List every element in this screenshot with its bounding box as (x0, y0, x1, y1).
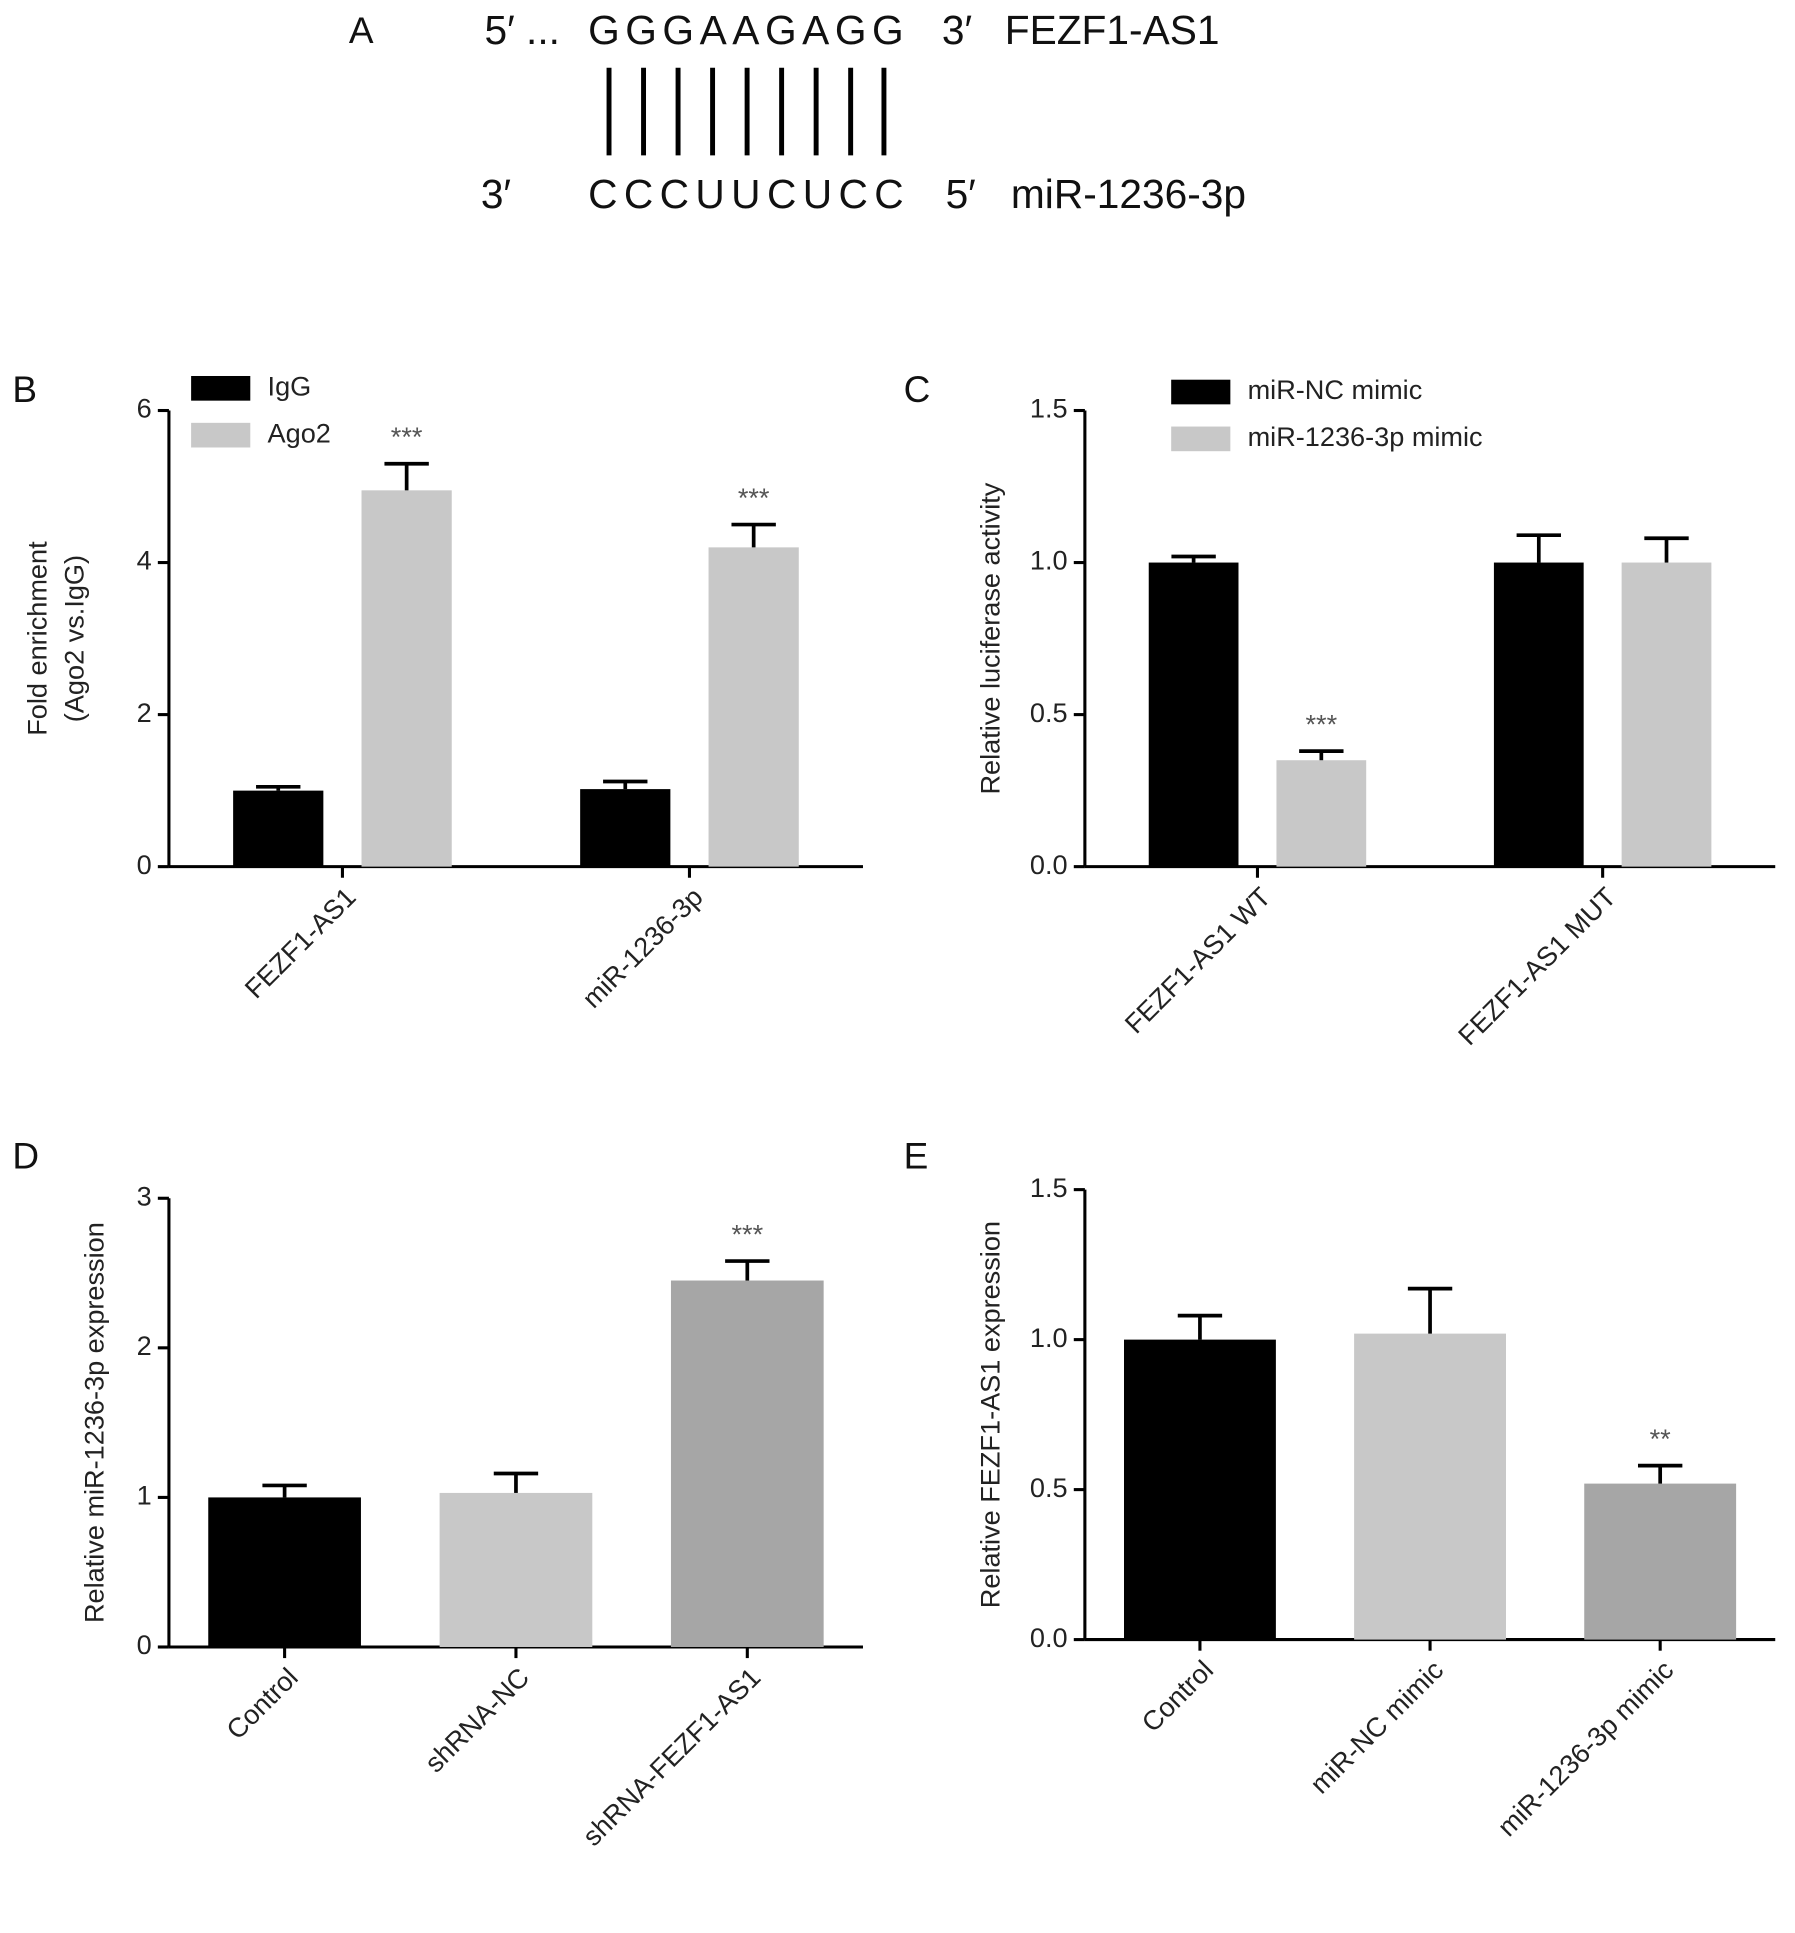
bar (1124, 1339, 1276, 1640)
panel-letter: E (904, 1136, 929, 1177)
legend-swatch (191, 375, 251, 401)
y-tick-label: 3 (137, 1180, 152, 1211)
annotation: *** (738, 482, 770, 513)
y-tick-label: 0 (137, 849, 152, 880)
y-axis-label: Relative miR-1236-3p expression (78, 1222, 109, 1623)
legend-swatch (1171, 379, 1231, 405)
y-axis-label: Relative luciferase activity (975, 482, 1006, 794)
y-tick-label: 0.0 (1030, 1622, 1068, 1653)
y-tick-label: 6 (137, 393, 152, 424)
x-tick-label: FEZF1-AS1 WT (1118, 881, 1276, 1039)
x-tick-label: miR-NC mimic (1304, 1654, 1449, 1799)
legend-swatch (1171, 426, 1231, 452)
y-axis-label: Relative FEZF1-AS1 expression (975, 1221, 1006, 1608)
y-tick-label: 0 (137, 1629, 152, 1660)
sequence: GGGAAGAGG (588, 7, 904, 53)
bar (233, 790, 324, 867)
y-tick-label: 0.0 (1030, 849, 1068, 880)
sequence: CCCUUCUCC (588, 171, 904, 217)
seq-name: miR-1236-3p (1011, 171, 1246, 217)
bar (439, 1492, 593, 1647)
panel-letter: D (12, 1136, 39, 1177)
x-tick-label: shRNA-NC (418, 1661, 535, 1778)
bar (708, 547, 799, 867)
y-tick-label: 4 (137, 545, 152, 576)
y-tick-label: 0.5 (1030, 1472, 1068, 1503)
bar (1493, 562, 1584, 867)
bar (1276, 760, 1367, 867)
x-tick-label: shRNA-FEZF1-AS1 (576, 1661, 766, 1851)
y-tick-label: 1 (137, 1480, 152, 1511)
y-tick-label: 2 (137, 697, 152, 728)
y-tick-label: 2 (137, 1330, 152, 1361)
bar (670, 1280, 824, 1647)
panel-letter: B (12, 369, 37, 410)
seq-end: 5′ (946, 171, 976, 217)
annotation: *** (1306, 709, 1338, 740)
base-pairs (606, 67, 887, 156)
bar (1354, 1333, 1507, 1640)
y-tick-label: 1.0 (1030, 1322, 1068, 1353)
bar (361, 490, 452, 867)
seq-end: 3′ (481, 171, 511, 217)
x-tick-label: miR-1236-3p mimic (1491, 1654, 1679, 1842)
bar (1621, 562, 1712, 867)
bar (208, 1497, 361, 1647)
seq-end: 3′ (942, 7, 972, 53)
annotation: ** (1650, 1423, 1672, 1454)
y-tick-label: 1.5 (1030, 393, 1068, 424)
legend-label: miR-1236-3p mimic (1248, 421, 1483, 452)
y-axis-label: Fold enrichment (22, 541, 53, 736)
legend-label: Ago2 (268, 417, 331, 448)
bar (1584, 1483, 1737, 1640)
annotation: *** (391, 421, 423, 452)
legend-swatch (191, 422, 251, 448)
annotation: *** (731, 1219, 763, 1250)
x-tick-label: miR-1236-3p (576, 881, 709, 1014)
y-axis-label: (Ago2 vs.IgG) (59, 555, 90, 722)
seq-end: 5′ ... (485, 7, 560, 53)
legend-label: IgG (268, 370, 312, 401)
panel-letter: C (904, 369, 931, 410)
legend-label: miR-NC mimic (1248, 374, 1423, 405)
y-tick-label: 1.0 (1030, 545, 1068, 576)
bar (1148, 562, 1239, 867)
y-tick-label: 1.5 (1030, 1172, 1068, 1203)
x-tick-label: Control (1135, 1654, 1219, 1738)
x-tick-label: FEZF1-AS1 MUT (1452, 881, 1622, 1051)
y-tick-label: 0.5 (1030, 697, 1068, 728)
panel-letter: A (349, 10, 374, 51)
seq-name: FEZF1-AS1 (1005, 7, 1220, 53)
x-tick-label: FEZF1-AS1 (238, 881, 361, 1004)
bar (580, 789, 671, 867)
x-tick-label: Control (220, 1661, 304, 1745)
